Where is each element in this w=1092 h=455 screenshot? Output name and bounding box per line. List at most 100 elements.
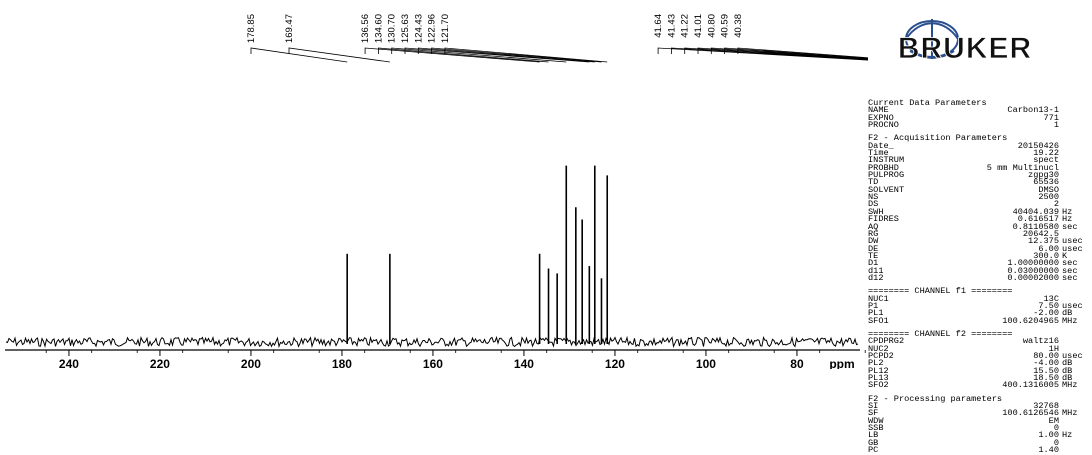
- parameter-row: SFO2 400.1316005 MHz: [868, 380, 1086, 391]
- parameter-unit: [1059, 172, 1086, 179]
- parameter-name: PULPROG: [868, 170, 905, 181]
- parameter-name: SFO1: [868, 315, 889, 326]
- parameter-section-title: Current Data Parameters: [868, 98, 987, 108]
- peak-label: 124.43: [413, 14, 424, 43]
- parameter-unit: [1059, 150, 1086, 157]
- logo-text: BRUKER: [898, 32, 1032, 65]
- peak-label-leader: [431, 47, 602, 63]
- parameter-unit: MHz: [1062, 408, 1078, 419]
- parameter-row: Time 19.22: [868, 148, 1086, 159]
- parameter-row: RG 20642.5: [868, 229, 1086, 238]
- parameter-unit: [1059, 157, 1086, 164]
- peak-label-leader: [391, 47, 567, 63]
- x-tick-label: 100: [696, 357, 716, 369]
- parameter-unit: [1059, 447, 1086, 454]
- x-tick-label: 180: [332, 357, 352, 369]
- parameter-row: NUC2 1H: [868, 344, 1086, 353]
- parameter-name: Time: [868, 148, 889, 159]
- x-tick-label: 80: [790, 357, 804, 369]
- parameter-name: CPDPRG2: [868, 336, 905, 347]
- parameter-name: DW: [868, 236, 879, 247]
- peak-label-leader: [417, 47, 595, 63]
- parameter-row: Date_ 20150426: [868, 141, 1086, 150]
- parameter-section: ======== CHANNEL f2 ======== CPDPRG2 waltz…: [868, 329, 1086, 391]
- parameter-name: NS: [868, 192, 879, 203]
- parameter-value: 0: [1053, 423, 1059, 434]
- parameter-row: FIDRES 0.616517 Hz: [868, 215, 1086, 224]
- peak-labels: 178.85 169.47 136.56 134.60 130.70 125.63 124.…: [246, 14, 868, 63]
- peak-label-leader: [250, 47, 348, 63]
- parameter-name: PL2: [868, 358, 884, 369]
- parameter-value: -4.00: [1033, 358, 1059, 369]
- parameter-unit: [1059, 425, 1086, 432]
- parameter-value: 12.375: [1028, 236, 1059, 247]
- parameter-value: 0.00002000: [1007, 272, 1059, 283]
- parameter-value: 0.8110580: [1012, 221, 1059, 232]
- peak-label-leader: [684, 47, 868, 60]
- peak-label: 136.56: [360, 14, 371, 43]
- parameter-section: Current Data Parameters NAME Carbon13-1 EXP…: [868, 98, 1086, 130]
- parameter-unit: sec: [1062, 258, 1078, 269]
- parameter-name: EXPNO: [868, 112, 894, 123]
- parameter-row: DE 6.00 usec: [868, 244, 1086, 253]
- parameter-value: 5 mm Multinucl: [986, 162, 1059, 173]
- parameter-name: SFO2: [868, 380, 889, 391]
- parameter-unit: usec: [1062, 351, 1083, 361]
- logo-emblem-icon: [905, 19, 959, 59]
- parameter-name: AQ: [868, 221, 879, 232]
- peak-label: 40.59: [720, 14, 731, 38]
- x-axis-label: ppm: [829, 357, 854, 369]
- parameter-row: PROCNO 1: [868, 121, 1086, 130]
- parameter-value: 18.50: [1033, 373, 1059, 384]
- parameter-value: 65536: [1033, 177, 1059, 188]
- peak-label-leader: [737, 47, 868, 59]
- parameter-unit: dB: [1062, 308, 1073, 319]
- parameter-unit: usec: [1062, 236, 1083, 247]
- parameter-unit: sec: [1062, 221, 1078, 232]
- peak-label: 40.80: [706, 14, 717, 38]
- parameter-row: CPDPRG2 waltz16: [868, 336, 1086, 347]
- peak-label-leader: [671, 47, 868, 61]
- parameter-name: TD: [868, 177, 879, 188]
- parameter-unit: [1059, 165, 1086, 172]
- parameter-unit: Hz: [1062, 430, 1073, 441]
- parameter-row: GB 0: [868, 438, 1086, 447]
- parameter-name: PCPD2: [868, 351, 894, 361]
- parameter-unit: [1059, 440, 1086, 447]
- parameter-value: spect: [1033, 155, 1059, 166]
- peak-label-leader: [364, 47, 540, 63]
- peak-label-leader: [710, 47, 868, 60]
- parameter-unit: [1059, 418, 1086, 425]
- parameter-unit: Hz: [1062, 206, 1073, 217]
- acquisition-parameters-panel: Current Data Parameters NAME Carbon13-1 EXP…: [868, 98, 1086, 455]
- peak-label: 41.43: [666, 14, 677, 38]
- parameter-value: 7.50: [1038, 300, 1059, 311]
- peak-label-leader: [444, 47, 608, 63]
- parameter-row: PULPROG zgpg30: [868, 170, 1086, 181]
- parameter-value: waltz16: [1022, 336, 1059, 347]
- parameter-section-title: ======== CHANNEL f1 ========: [868, 286, 1013, 297]
- parameter-value: 19.22: [1033, 148, 1059, 159]
- parameter-row: SWH 40404.039 Hz: [868, 206, 1086, 217]
- peaks: [346, 165, 609, 344]
- parameter-name: d11: [868, 265, 884, 276]
- parameter-row: SF 100.6126546 MHz: [868, 408, 1086, 419]
- parameter-row: DW 12.375 usec: [868, 236, 1086, 247]
- parameter-value: DMSO: [1038, 184, 1059, 195]
- parameter-name: PC: [868, 445, 879, 455]
- parameter-section: ======== CHANNEL f1 ======== NUC1 13C P1 7.5…: [868, 286, 1086, 326]
- parameter-row: LB 1.00 Hz: [868, 430, 1086, 441]
- peak-label: 41.01: [693, 14, 704, 38]
- parameter-name: SI: [868, 401, 879, 412]
- parameter-value: EM: [1048, 415, 1059, 426]
- parameter-value: 32768: [1033, 401, 1059, 412]
- x-tick-label: 240: [59, 357, 79, 369]
- parameter-row: PL1 -2.00 dB: [868, 308, 1086, 319]
- peak-label: 125.63: [400, 14, 411, 43]
- parameter-name: WDW: [868, 415, 884, 426]
- peak-label-leader: [377, 47, 549, 63]
- parameter-row: d12 0.00002000 sec: [868, 272, 1086, 283]
- parameter-name: SOLVENT: [868, 184, 905, 195]
- x-tick-label: 200: [241, 357, 261, 369]
- parameter-row: NUC1 13C: [868, 294, 1086, 303]
